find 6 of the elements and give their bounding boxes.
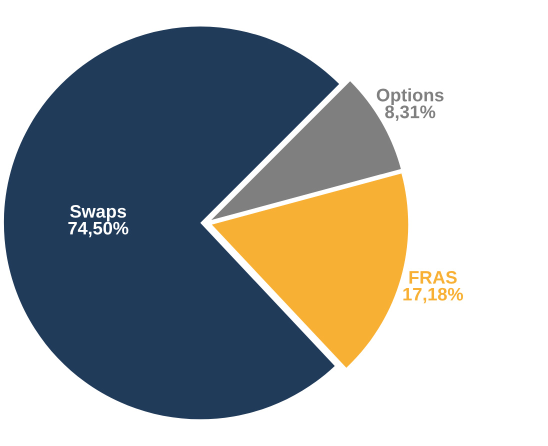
data-label: 74,50% — [68, 222, 128, 238]
data-label: 8,31% — [385, 106, 436, 121]
data-label: 17,18% — [403, 288, 464, 304]
slice-label: Options — [376, 88, 444, 106]
slice-label: Swaps — [70, 204, 126, 222]
slice-label: FRAS — [410, 270, 457, 284]
